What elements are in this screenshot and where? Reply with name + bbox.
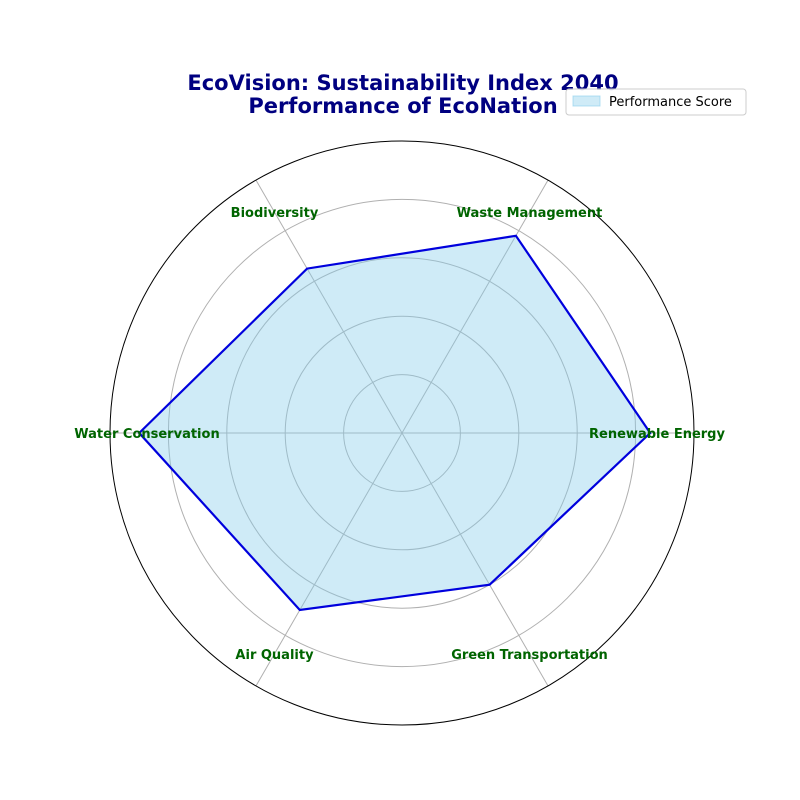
- series-area: [137, 234, 652, 612]
- category-label-green-transportation: Green Transportation: [451, 648, 608, 663]
- spoke-3: [255, 179, 403, 434]
- category-label-air-quality: Air Quality: [235, 648, 314, 663]
- category-label-waste-management: Waste Management: [457, 206, 603, 221]
- category-label-biodiversity: Biodiversity: [231, 206, 319, 221]
- grid: [109, 140, 695, 726]
- outer-frame: [109, 140, 695, 726]
- category-labels: Renewable Energy Waste Management Biodiver…: [74, 206, 725, 663]
- spoke-6: [401, 432, 549, 687]
- spoke-5: [255, 432, 403, 687]
- legend-label: Performance Score: [609, 95, 732, 110]
- category-label-renewable-energy: Renewable Energy: [589, 427, 725, 442]
- legend-box: [565, 88, 747, 116]
- spoke-2: [401, 179, 549, 434]
- legend: Performance Score: [565, 88, 747, 116]
- series-line: [137, 234, 652, 612]
- chart-title-line-2: Performance of EcoNation: [248, 94, 557, 118]
- chart-title-line-1: EcoVision: Sustainability Index 2040: [187, 71, 618, 95]
- category-label-water-conservation: Water Conservation: [74, 427, 219, 442]
- series-area-fill: [139, 235, 651, 611]
- chart-title: EcoVision: Sustainability Index 2040 Per…: [187, 71, 618, 118]
- legend-swatch: [572, 95, 601, 107]
